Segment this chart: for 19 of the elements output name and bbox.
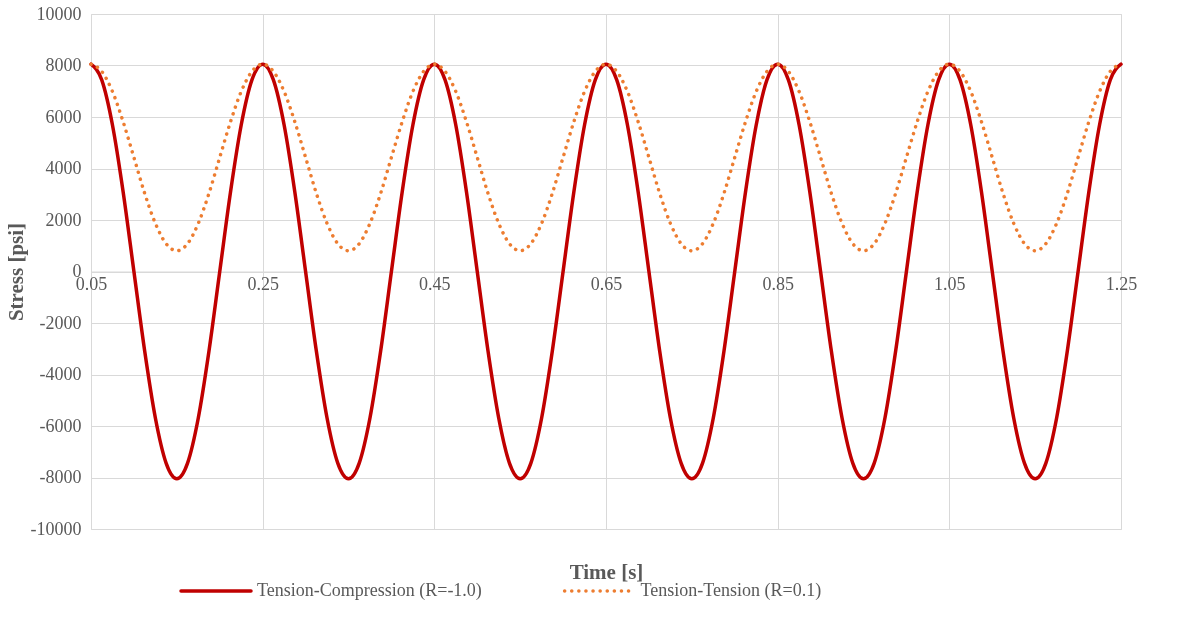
y-tick-label: 8000 — [45, 55, 82, 75]
x-tick-label: 0.65 — [590, 274, 623, 294]
y-tick-label: 10000 — [36, 3, 82, 24]
legend-label: Tension-Compression (R=-1.0) — [257, 580, 482, 601]
y-tick-label: 2000 — [45, 209, 82, 230]
y-tick-label: -2000 — [39, 312, 82, 333]
y-tick-label: -4000 — [39, 364, 82, 384]
x-tick-label: 0.45 — [419, 274, 451, 294]
x-tick-label: 0.85 — [762, 274, 794, 294]
y-tick-label: 4000 — [45, 158, 82, 178]
x-tick-label: 1.25 — [1105, 274, 1138, 294]
x-tick-label: 0.25 — [247, 274, 279, 294]
y-tick-label: -8000 — [39, 467, 82, 487]
y-tick-label: -6000 — [39, 415, 82, 436]
y-tick-label: -10000 — [30, 518, 82, 539]
y-tick-label: 6000 — [45, 106, 82, 127]
y-axis-title: Stress [psi] — [3, 222, 28, 322]
x-axis-title: Time [s] — [569, 559, 644, 584]
x-tick-label: 1.05 — [934, 274, 966, 294]
